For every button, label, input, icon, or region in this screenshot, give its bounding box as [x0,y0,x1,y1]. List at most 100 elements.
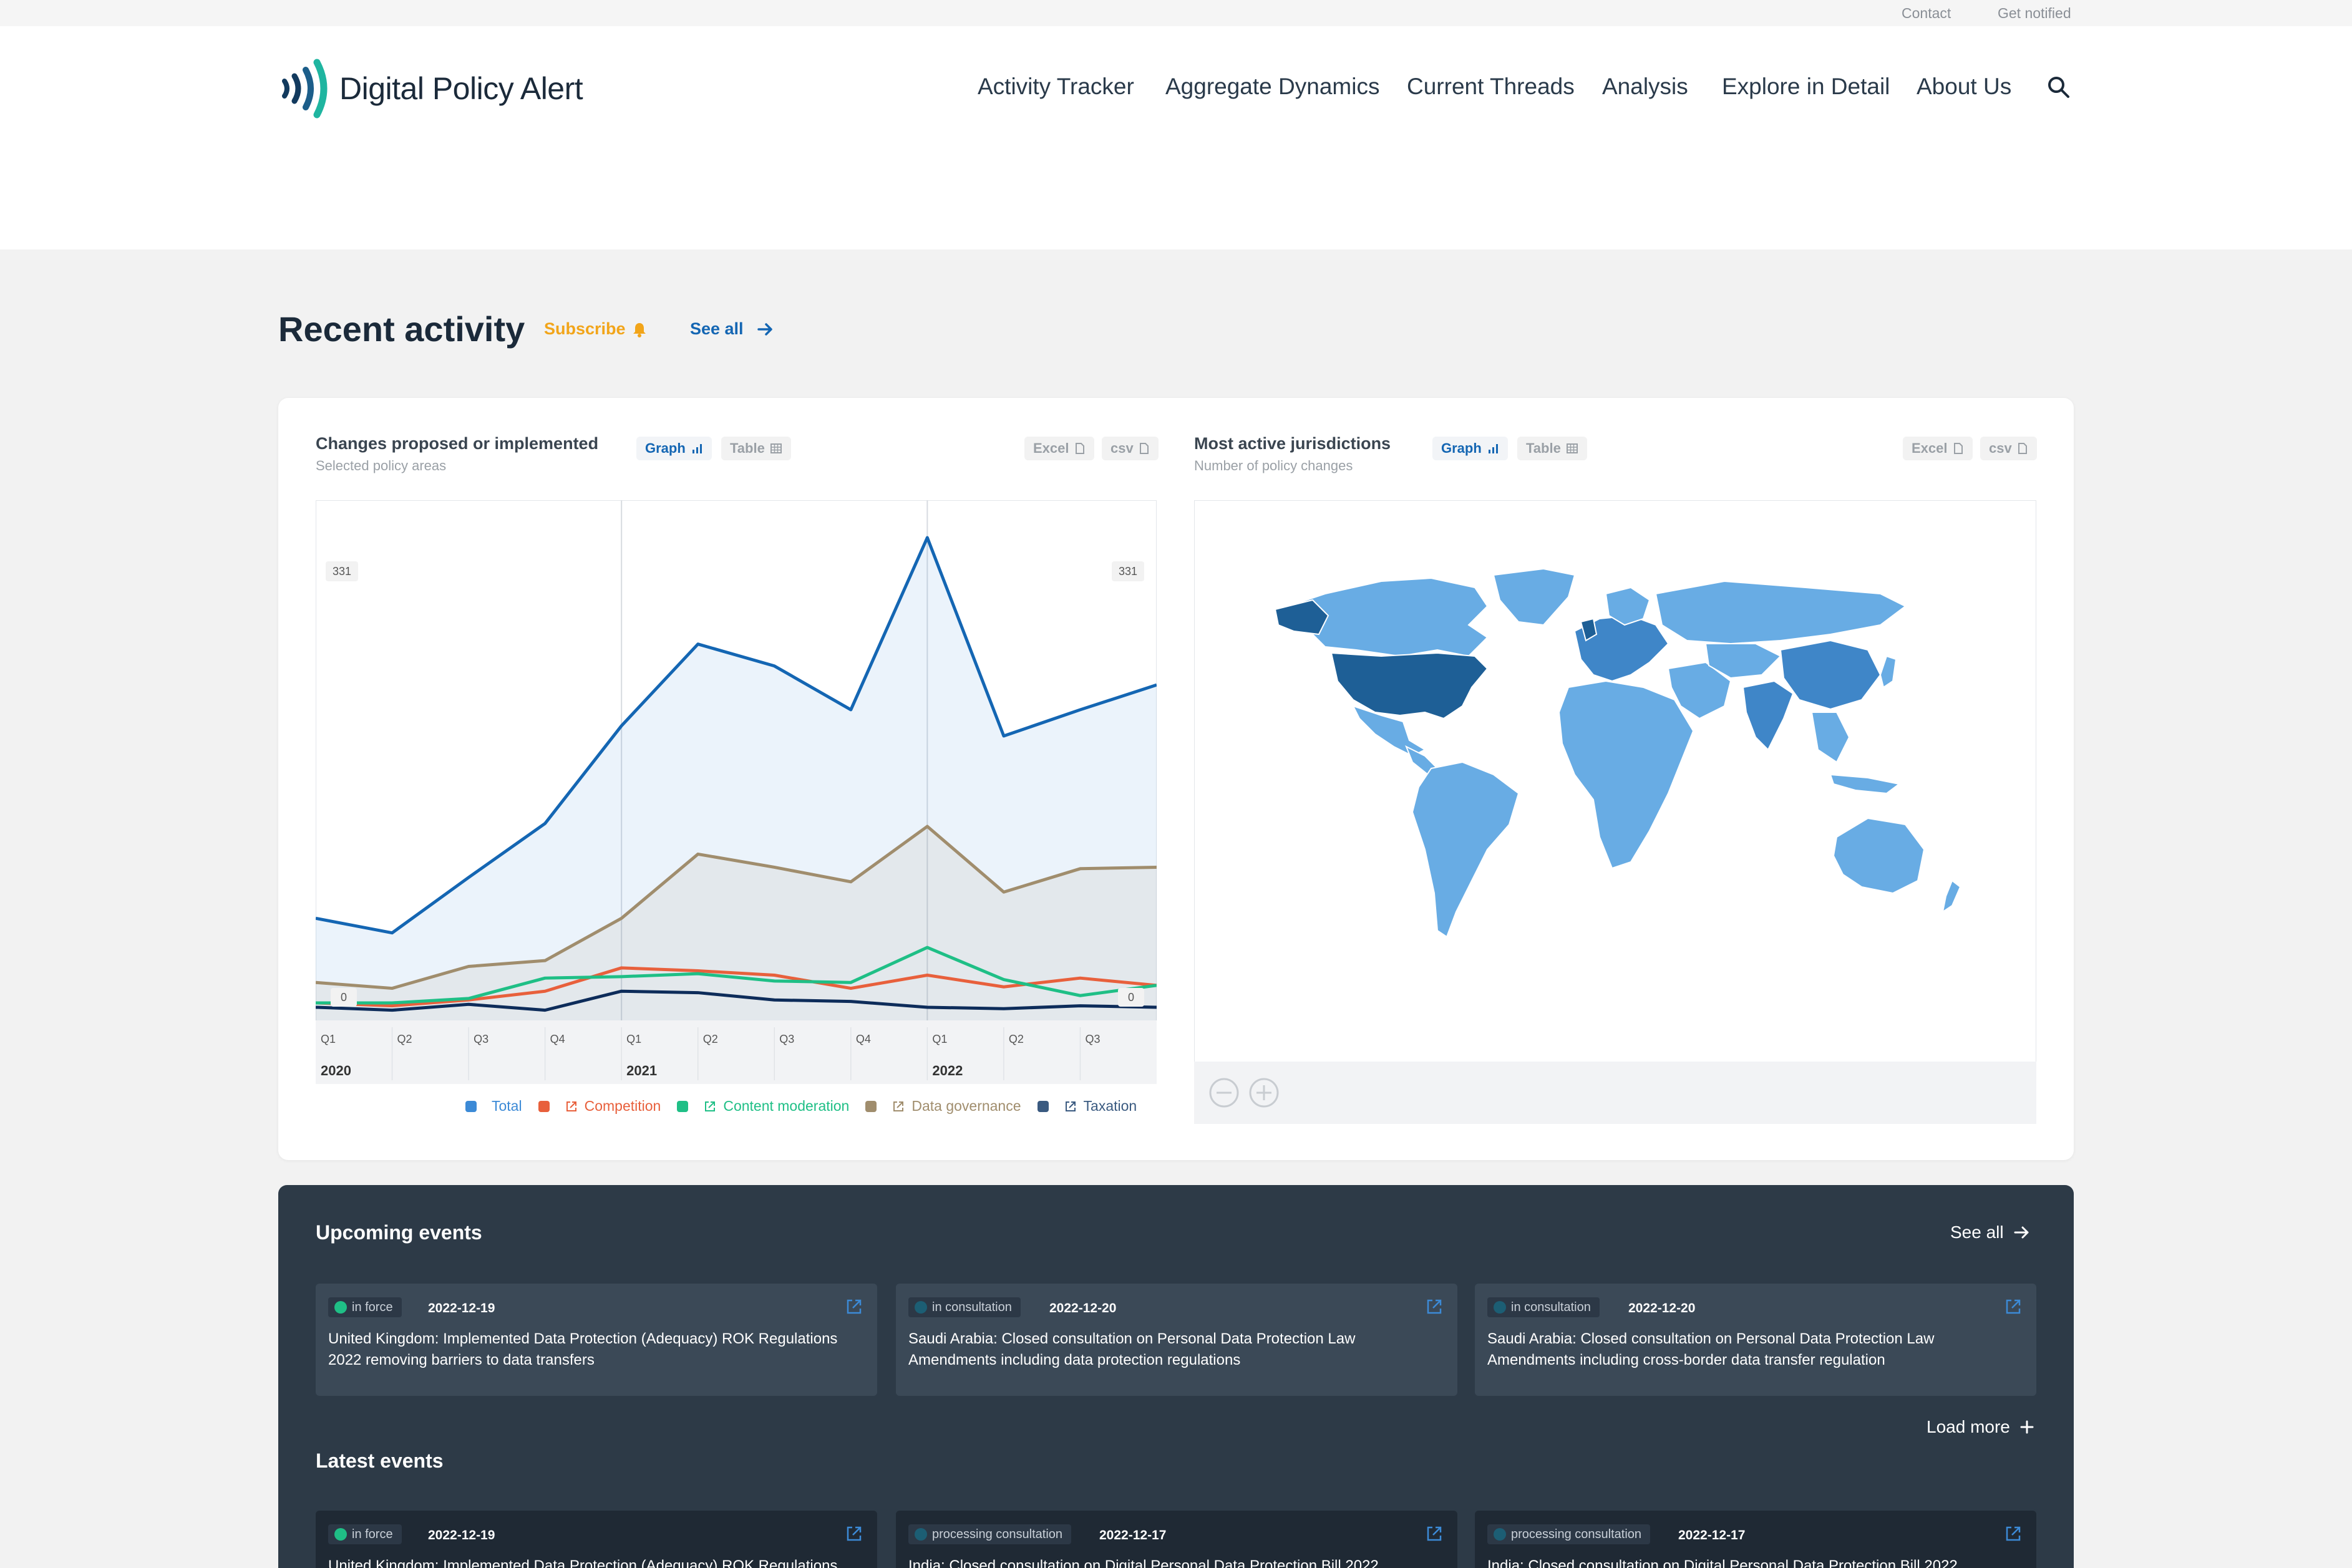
region-russia[interactable] [1655,580,1907,645]
nav-aggregate-dynamics[interactable]: Aggregate Dynamics [1165,74,1380,99]
table-label: Table [1526,440,1561,456]
load-more-button[interactable]: Load more [1927,1417,2035,1437]
x-year-label: 2022 [932,1063,963,1078]
external-link-icon[interactable] [2004,1524,2023,1543]
legend-label: Total [492,1098,522,1114]
legend-item-total[interactable]: Total [465,1098,522,1115]
map-graph-toggle[interactable]: Graph [1432,437,1508,460]
chart-table-toggle[interactable]: Table [721,437,791,460]
event-date: 2022-12-19 [428,1301,495,1315]
series-line-content-moderation[interactable] [316,946,1157,1005]
see-all-recent-link[interactable]: See all [690,319,775,339]
x-tick-label: Q2 [703,1033,718,1045]
search-icon[interactable] [2046,75,2071,100]
chart-svg: Q1 Q2 Q3 Q4 Q1 Q2 Q3 Q4 Q1 Q2 Q3 2020 2021 2022 331 3… [315,500,1157,1085]
nav-current-threads[interactable]: Current Threads [1407,74,1575,99]
event-card[interactable]: in consultation 2022-12-20 Saudi Arabia:… [1475,1284,2036,1396]
nav-explore-in-detail[interactable]: Explore in Detail [1722,74,1890,99]
event-date: 2022-12-19 [428,1528,495,1542]
region-japan[interactable] [1879,655,1897,689]
region-scandinavia[interactable] [1605,586,1651,626]
policy-changes-chart: Q1 Q2 Q3 Q4 Q1 Q2 Q3 Q4 Q1 Q2 Q3 2020 2021 2022 331 3… [315,500,1157,1085]
event-card[interactable]: in consultation 2022-12-20 Saudi Arabia:… [896,1284,1457,1396]
load-more-label: Load more [1927,1417,2010,1436]
map-table-toggle[interactable]: Table [1517,437,1587,460]
external-link-icon[interactable] [845,1524,863,1543]
external-link-icon[interactable] [2004,1297,2023,1316]
legend-label: Content moderation [723,1098,850,1114]
top-utility-bar: Contact Get notified [0,0,2352,26]
external-link-icon [893,1101,904,1111]
region-australia[interactable] [1832,817,1925,894]
external-link-icon [1065,1101,1076,1111]
zoom-in-button[interactable] [1249,1078,1279,1108]
world-map [1193,500,2037,1125]
nav-about-us[interactable]: About Us [1917,74,2012,99]
legend-item-content-moderation[interactable]: Content moderation [677,1098,849,1115]
region-africa[interactable] [1558,680,1694,869]
external-link-icon [566,1101,576,1111]
external-link-icon[interactable] [845,1297,863,1316]
legend-item-taxation[interactable]: Taxation [1037,1098,1137,1115]
event-card[interactable]: in force 2022-12-19 United Kingdom: Impl… [316,1284,877,1396]
see-all-events-link[interactable]: See all [1950,1222,2031,1242]
chart-panel-title: Changes proposed or implemented [316,434,599,453]
arrow-right-icon [2014,1226,2029,1239]
legend-item-data-governance[interactable]: Data governance [865,1098,1021,1115]
csv-label: csv [1989,440,2012,456]
get-notified-link[interactable]: Get notified [1998,5,2071,21]
legend-item-competition[interactable]: Competition [538,1098,661,1115]
event-description: Saudi Arabia: Closed consultation on Per… [908,1330,1356,1368]
excel-label: Excel [1912,440,1948,456]
chart-excel-download[interactable]: Excel [1024,437,1094,460]
region-canada[interactable] [1286,577,1489,657]
status-dot [915,1528,927,1541]
map-csv-download[interactable]: csv [1980,437,2037,460]
x-tick-label: Q3 [779,1033,794,1045]
region-indonesia[interactable] [1829,773,1901,795]
series-line-total[interactable] [315,536,1157,935]
plus-icon [2020,1420,2034,1434]
excel-label: Excel [1033,440,1069,456]
chart-graph-toggle[interactable]: Graph [636,437,712,460]
external-link-icon[interactable] [1425,1297,1444,1316]
chart-csv-download[interactable]: csv [1102,437,1159,460]
external-link-icon[interactable] [1425,1524,1444,1543]
x-tick-label: Q1 [626,1033,641,1045]
series-line-data-governance[interactable] [315,825,1157,990]
svg-text:0: 0 [341,991,347,1004]
event-card[interactable]: processing consultation 2022-12-17 India… [896,1511,1457,1568]
x-tick-label: Q4 [856,1033,871,1045]
status-label: processing consultation [932,1527,1063,1541]
event-card[interactable]: processing consultation 2022-12-17 India… [1475,1511,2036,1568]
nav-activity-tracker[interactable]: Activity Tracker [978,74,1134,99]
logo[interactable]: Digital Policy Alert [281,57,583,120]
region-alaska[interactable] [1274,599,1329,636]
status-dot [915,1301,927,1314]
region-india[interactable] [1742,680,1794,751]
series-line-taxation[interactable] [315,989,1157,1012]
region-uk[interactable] [1580,617,1598,642]
map-panel-title: Most active jurisdictions [1194,434,1391,453]
region-southeast-asia[interactable] [1810,712,1850,763]
region-central-asia[interactable] [1704,643,1782,679]
event-card[interactable]: in force 2022-12-19 United Kingdom: Impl… [316,1511,877,1568]
map-excel-download[interactable]: Excel [1903,437,1973,460]
nav-analysis[interactable]: Analysis [1602,74,1688,99]
arrow-right-icon [757,322,772,336]
status-label: in consultation [1511,1300,1591,1314]
contact-link[interactable]: Contact [1902,5,1951,21]
subscribe-button[interactable]: Subscribe [544,319,648,339]
chart-legend: Total Competition Content moderation Dat… [465,1098,1137,1115]
map-panel-subtitle: Number of policy changes [1194,458,1353,473]
series-line-competition[interactable] [315,966,1157,1008]
region-south-america[interactable] [1411,761,1520,938]
legend-label: Competition [584,1098,661,1114]
region-new-zealand[interactable] [1941,879,1961,914]
region-greenland[interactable] [1492,568,1576,626]
region-china[interactable] [1779,639,1882,710]
zoom-out-button[interactable] [1209,1078,1239,1108]
region-usa[interactable] [1330,652,1489,720]
area-total [316,538,1157,1020]
see-all-label: See all [690,319,744,338]
